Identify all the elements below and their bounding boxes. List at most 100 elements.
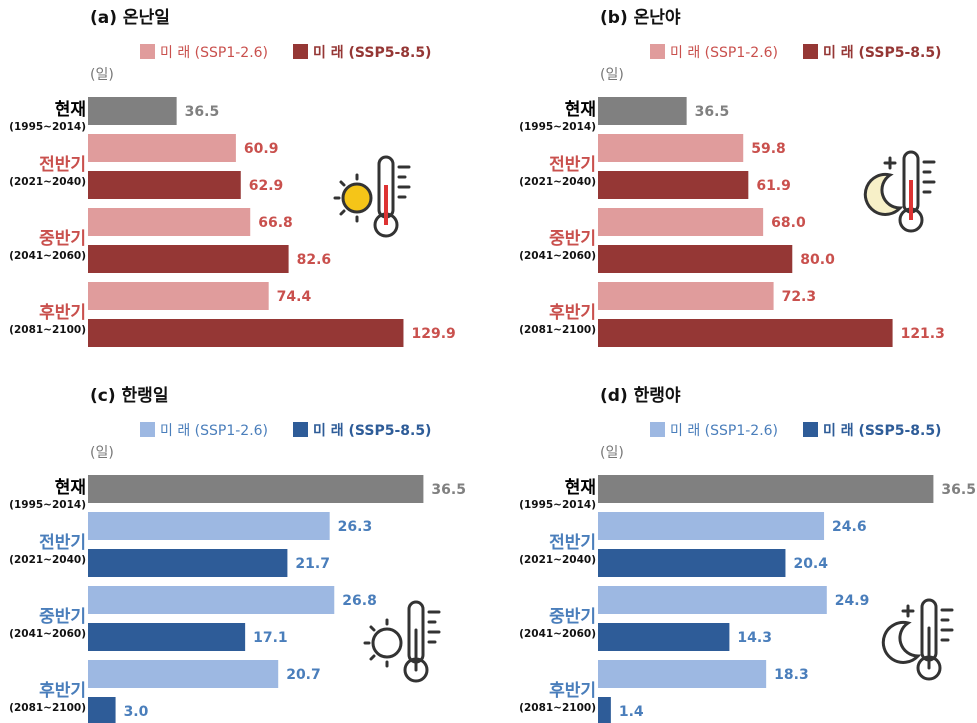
value-label: 14.3: [737, 630, 772, 646]
value-label: 62.9: [249, 178, 284, 194]
value-label: 26.3: [338, 519, 373, 535]
panel-title: (c) 한랭일: [90, 386, 168, 406]
bar: [598, 319, 893, 347]
bar: [598, 623, 730, 651]
value-label: 18.3: [774, 667, 809, 683]
bar: [598, 282, 774, 310]
bar: [88, 319, 404, 347]
bar: [88, 134, 236, 162]
bar: [598, 208, 764, 236]
category-label: 중반기: [39, 229, 86, 249]
value-label: 61.9: [756, 178, 791, 194]
value-label: 3.0: [124, 704, 149, 720]
bar: [88, 475, 424, 503]
legend-label: 미 래 (SSP5-8.5): [313, 45, 431, 61]
unit-label: (일): [90, 67, 114, 83]
value-label: 59.8: [751, 141, 786, 157]
value-label: 72.3: [782, 289, 817, 305]
legend-swatch: [803, 44, 818, 59]
bar: [88, 512, 330, 540]
period-label: (2041~2060): [9, 628, 86, 640]
period-label: (2041~2060): [9, 250, 86, 262]
value-label: 68.0: [771, 215, 806, 231]
panel-title: (d) 한랭야: [600, 386, 681, 406]
value-label: 17.1: [253, 630, 288, 646]
category-label: 전반기: [549, 533, 596, 553]
bar: [88, 586, 335, 614]
value-label: 20.7: [286, 667, 321, 683]
value-label: 36.5: [431, 482, 466, 498]
period-label: (2041~2060): [519, 250, 596, 262]
value-label: 82.6: [297, 252, 332, 268]
legend-label: 미 래 (SSP5-8.5): [823, 423, 941, 439]
legend-swatch: [293, 44, 308, 59]
sun-thermometer-icon: [363, 600, 441, 683]
category-label: 중반기: [549, 229, 596, 249]
bar: [88, 697, 116, 723]
bar: [88, 549, 288, 577]
value-label: 129.9: [411, 326, 455, 342]
value-label: 74.4: [277, 289, 312, 305]
period-label: (1995~2014): [519, 121, 596, 133]
period-label: (2021~2040): [9, 554, 86, 566]
period-label: (2081~2100): [519, 324, 596, 336]
category-label: 현재: [565, 478, 596, 498]
bar: [598, 586, 827, 614]
bar: [598, 549, 786, 577]
period-label: (2081~2100): [9, 702, 86, 714]
category-label: 전반기: [39, 533, 86, 553]
bar: [88, 245, 289, 273]
bar: [598, 134, 744, 162]
legend-swatch: [140, 44, 155, 59]
panel-title: (b) 온난야: [600, 8, 681, 28]
value-label: 80.0: [800, 252, 835, 268]
bar: [598, 512, 825, 540]
category-label: 현재: [55, 100, 86, 120]
bar: [598, 245, 793, 273]
category-label: 중반기: [39, 607, 86, 627]
legend-label: 미 래 (SSP1-2.6): [670, 423, 778, 439]
value-label: 66.8: [258, 215, 293, 231]
category-label: 후반기: [39, 680, 86, 701]
legend-label: 미 래 (SSP1-2.6): [160, 423, 268, 439]
legend-swatch: [293, 422, 308, 437]
period-label: (2081~2100): [9, 324, 86, 336]
category-label: 후반기: [549, 680, 596, 701]
legend-swatch: [140, 422, 155, 437]
category-label: 현재: [55, 478, 86, 498]
bar: [88, 660, 279, 688]
period-label: (2081~2100): [519, 702, 596, 714]
bar: [88, 623, 246, 651]
value-label: 1.4: [619, 704, 644, 720]
bar: [598, 97, 687, 125]
period-label: (2021~2040): [519, 554, 596, 566]
bar: [598, 171, 749, 199]
value-label: 36.5: [695, 104, 730, 120]
value-label: 24.9: [835, 593, 870, 609]
moon-thermometer-icon: [863, 150, 936, 233]
bar: [598, 475, 934, 503]
moon-thermometer-icon: [881, 598, 954, 681]
period-label: (1995~2014): [9, 121, 86, 133]
period-label: (1995~2014): [9, 499, 86, 511]
category-label: 중반기: [549, 607, 596, 627]
sun-thermometer-icon: [333, 155, 411, 238]
legend-swatch: [650, 44, 665, 59]
legend-label: 미 래 (SSP1-2.6): [670, 45, 778, 61]
category-label: 후반기: [39, 302, 86, 323]
value-label: 20.4: [793, 556, 828, 572]
legend-label: 미 래 (SSP5-8.5): [313, 423, 431, 439]
unit-label: (일): [600, 67, 624, 83]
bar: [88, 282, 269, 310]
legend-swatch: [650, 422, 665, 437]
bar: [88, 171, 241, 199]
period-label: (2021~2040): [9, 176, 86, 188]
value-label: 26.8: [342, 593, 377, 609]
legend-swatch: [803, 422, 818, 437]
period-label: (2021~2040): [519, 176, 596, 188]
value-label: 21.7: [295, 556, 330, 572]
category-label: 후반기: [549, 302, 596, 323]
bar: [88, 97, 177, 125]
